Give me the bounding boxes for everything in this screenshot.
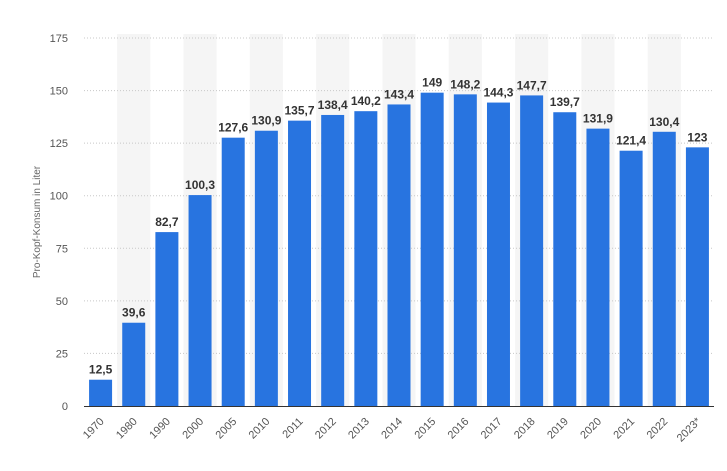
bar-1980 — [122, 322, 146, 406]
value-label-2014: 143,4 — [384, 87, 414, 101]
x-tick-label-2017: 2017 — [479, 416, 505, 442]
bar-2000 — [188, 195, 212, 406]
value-label-2012: 138,4 — [318, 98, 348, 112]
x-tick-label-2014: 2014 — [379, 416, 405, 442]
bar-2021 — [619, 150, 643, 406]
x-tick-label-2011: 2011 — [280, 416, 305, 441]
bars — [89, 92, 709, 407]
bar-2010 — [254, 130, 278, 406]
y-tick-label: 0 — [62, 401, 68, 413]
value-label-2011: 135,7 — [285, 104, 315, 118]
value-labels: 12,5 39,6 82,7 100,3 127,6 130,9 135,7 138,4 140… — [89, 76, 708, 377]
bar-2022 — [652, 131, 676, 407]
bar-1970 — [89, 379, 113, 406]
y-tick-label: 125 — [50, 138, 68, 150]
value-label-1980: 39,6 — [122, 306, 146, 320]
x-tick-label-2005: 2005 — [214, 416, 240, 442]
x-tick-label-1970: 1970 — [81, 416, 107, 442]
value-label-2022: 130,4 — [649, 115, 679, 129]
y-tick-label: 25 — [56, 348, 68, 360]
bar-1990 — [155, 232, 179, 406]
x-tick-label-2010: 2010 — [247, 416, 273, 442]
y-tick-label: 100 — [50, 191, 68, 203]
value-label-2013: 140,2 — [351, 94, 381, 108]
x-tick-label-2012: 2012 — [313, 416, 339, 442]
bar-2016 — [453, 94, 477, 407]
bar-2012 — [321, 114, 345, 406]
x-tick-label-1980: 1980 — [114, 416, 140, 442]
y-axis-title: Pro-Kopf-Konsum in Liter — [32, 165, 43, 278]
y-tick-label: 50 — [56, 296, 68, 308]
bar-2013 — [354, 111, 378, 406]
y-tick-label: 150 — [50, 86, 68, 98]
x-tick-label-1990: 1990 — [147, 416, 173, 442]
x-tick-label-2000: 2000 — [180, 416, 206, 442]
x-tick-label-2022: 2022 — [645, 416, 671, 442]
x-tick-label-2020: 2020 — [578, 416, 604, 442]
x-tick-label-2015: 2015 — [412, 416, 438, 442]
bar-2014 — [387, 104, 411, 406]
bar-2015 — [420, 92, 444, 406]
bar-2023* — [685, 147, 709, 406]
value-label-2000: 100,3 — [185, 178, 215, 192]
value-label-2019: 139,7 — [550, 95, 580, 109]
bar-2018 — [520, 95, 544, 407]
value-label-1990: 82,7 — [155, 215, 179, 229]
x-tick-label-2019: 2019 — [545, 416, 571, 442]
value-label-2020: 131,9 — [583, 112, 613, 126]
value-label-2005: 127,6 — [218, 121, 248, 135]
y-axis-ticks: 0 25 50 75 100 125 150 175 — [50, 33, 68, 413]
bar-2017 — [486, 102, 510, 407]
x-tick-label-2016: 2016 — [446, 416, 472, 442]
bar-2020 — [586, 128, 610, 406]
bar-2011 — [288, 120, 312, 407]
x-tick-label-2018: 2018 — [512, 416, 538, 442]
value-label-2010: 130,9 — [251, 114, 281, 128]
value-label-2023*: 123 — [687, 130, 707, 144]
x-tick-label-2023*: 2023* — [675, 415, 704, 444]
y-tick-label: 175 — [50, 33, 68, 45]
value-label-2018: 147,7 — [517, 78, 547, 92]
bar-2019 — [553, 112, 577, 406]
x-tick-label-2013: 2013 — [346, 416, 372, 442]
value-label-1970: 12,5 — [89, 363, 113, 377]
y-tick-label: 75 — [56, 243, 68, 255]
value-label-2021: 121,4 — [616, 134, 646, 148]
value-label-2016: 148,2 — [450, 77, 480, 91]
x-axis-ticks: 1970 1980 1990 2000 2005 2010 2011 2012 2013 2014… — [81, 415, 704, 444]
bar-2005 — [221, 137, 245, 407]
value-label-2015: 149 — [422, 76, 442, 90]
value-label-2017: 144,3 — [483, 86, 513, 100]
x-tick-label-2021: 2021 — [611, 416, 637, 442]
